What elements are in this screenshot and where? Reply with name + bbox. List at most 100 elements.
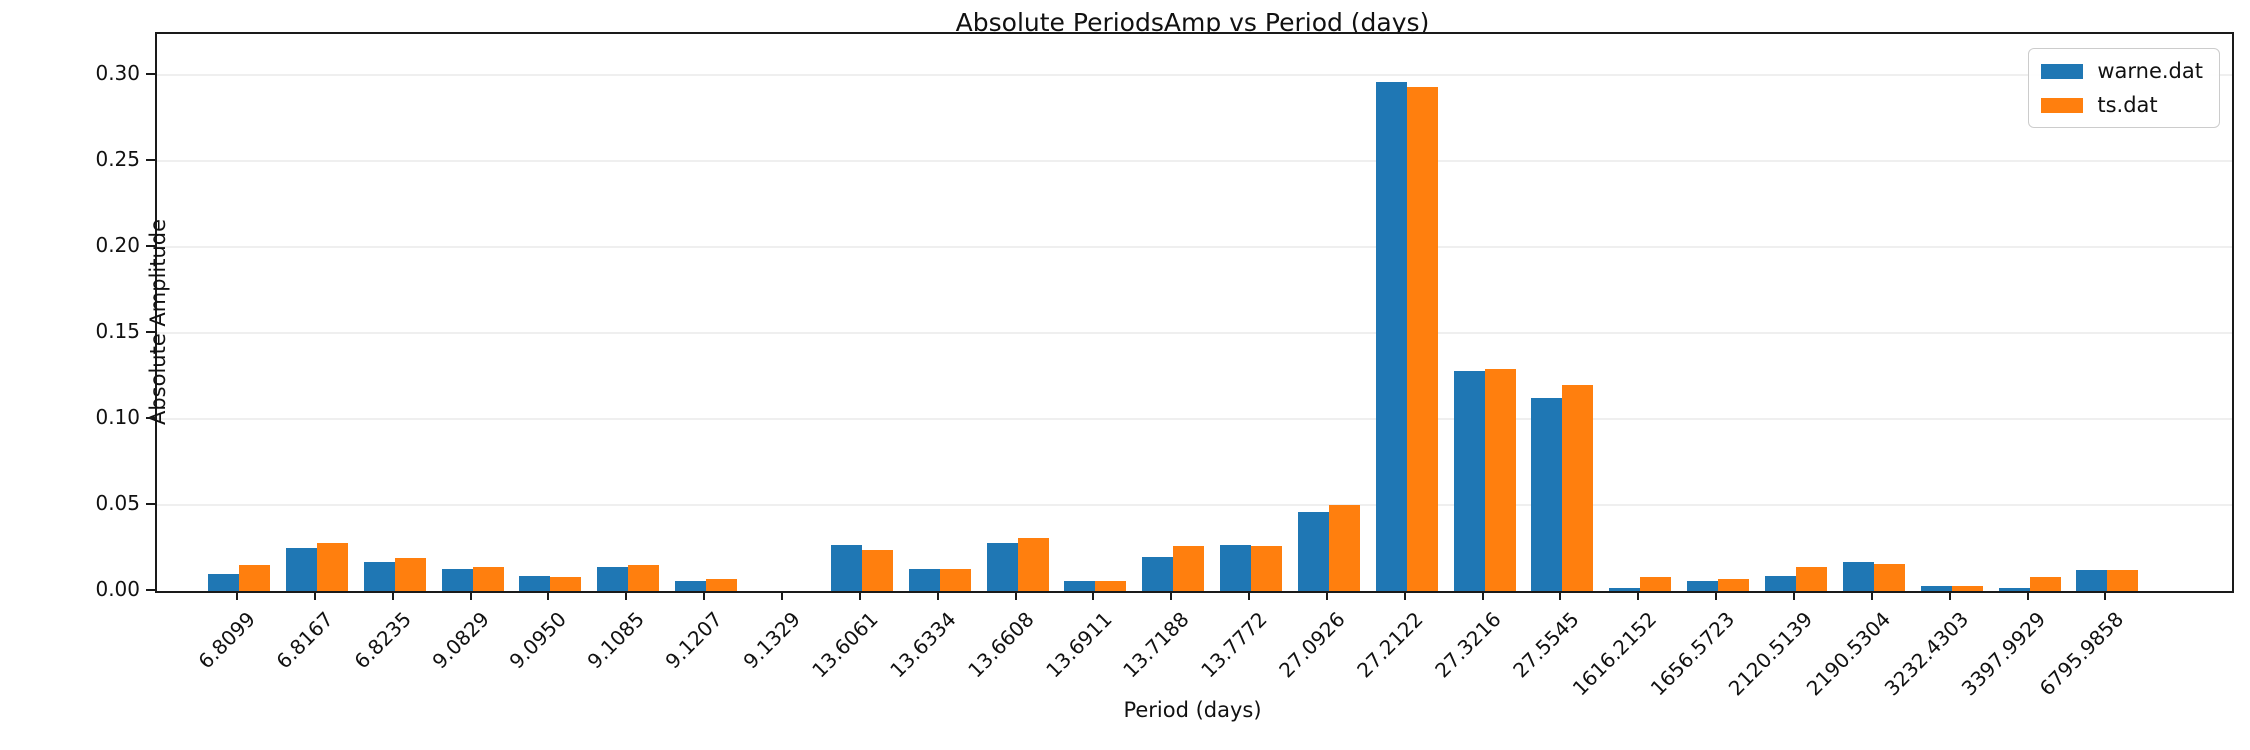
gridline <box>157 74 2232 77</box>
x-tick-label: 9.1207 <box>660 607 728 674</box>
bar-ts.dat-2190.5304 <box>1873 563 1905 591</box>
bar-ts.dat-6.8099 <box>239 565 270 591</box>
x-tick-mark <box>1715 591 1718 600</box>
x-tick-mark <box>1248 591 1251 600</box>
y-tick-label: 0.00 <box>95 577 140 601</box>
x-tick-mark <box>780 591 783 600</box>
x-tick-mark <box>936 591 939 600</box>
plot-area: warne.dat ts.dat <box>155 32 2234 593</box>
bar-warne.dat-9.1207 <box>675 580 707 591</box>
legend-label: ts.dat <box>2097 93 2158 117</box>
bar-warne.dat-3232.4303 <box>1920 585 1952 591</box>
bar-warne.dat-6795.9858 <box>2076 570 2108 591</box>
bar-warne.dat-6.8235 <box>363 561 395 591</box>
x-tick-label: 13.6911 <box>1040 607 1117 683</box>
x-tick-label: 27.3216 <box>1430 607 1506 683</box>
x-tick-label: 6.8235 <box>349 607 416 674</box>
bar-ts.dat-6.8167 <box>316 542 348 591</box>
bar-warne.dat-27.5545 <box>1531 398 1563 591</box>
bar-warne.dat-1656.5723 <box>1687 580 1719 591</box>
x-tick-label: 6.8167 <box>271 607 338 674</box>
bar-warne.dat-3397.9929 <box>1998 587 2030 591</box>
x-tick-mark <box>469 591 472 600</box>
y-tick-label: 0.20 <box>95 233 140 258</box>
y-tick-label: 0.05 <box>95 491 140 516</box>
x-tick-label: 2190.5304 <box>1801 607 1895 701</box>
x-tick-label: 27.0926 <box>1274 607 1350 683</box>
bar-ts.dat-9.0950 <box>550 577 582 591</box>
bar-ts.dat-2120.5139 <box>1796 566 1827 591</box>
y-tick-mark <box>146 73 155 76</box>
x-tick-mark <box>1325 591 1328 600</box>
bar-warne.dat-13.6911 <box>1064 580 1096 591</box>
x-tick-label: 27.2122 <box>1352 607 1428 683</box>
y-tick-mark <box>146 417 155 420</box>
y-tick-label: 0.30 <box>95 61 140 86</box>
y-tick-mark <box>146 331 155 334</box>
x-tick-mark <box>1170 591 1173 600</box>
x-tick-label: 13.6608 <box>963 607 1039 683</box>
bar-ts.dat-13.7772 <box>1251 546 1283 591</box>
bar-warne.dat-9.1085 <box>597 566 629 591</box>
bar-warne.dat-1616.2152 <box>1609 587 1641 591</box>
bar-ts.dat-6.8235 <box>394 558 426 591</box>
bar-ts.dat-13.7188 <box>1173 546 1205 591</box>
x-tick-mark <box>1793 591 1795 600</box>
bar-warne.dat-6.8167 <box>285 548 317 591</box>
x-tick-mark <box>1092 591 1095 600</box>
x-tick-mark <box>1403 591 1406 600</box>
x-tick-mark <box>1948 591 1951 600</box>
bar-warne.dat-2190.5304 <box>1842 561 1874 591</box>
bar-ts.dat-1616.2152 <box>1640 577 1672 591</box>
x-tick-label: 9.0829 <box>427 607 494 674</box>
y-tick-mark <box>146 159 155 162</box>
x-tick-label: 6795.9858 <box>2034 607 2129 701</box>
bar-ts.dat-13.6334 <box>939 568 971 591</box>
bar-warne.dat-9.0829 <box>441 568 473 591</box>
gridline <box>157 160 2232 163</box>
x-tick-label: 9.0950 <box>504 607 572 674</box>
legend-label: warne.dat <box>2097 59 2203 83</box>
x-tick-mark <box>1014 591 1017 600</box>
gridline <box>157 504 2232 507</box>
bar-warne.dat-13.7772 <box>1220 544 1252 591</box>
x-tick-mark <box>2026 591 2029 600</box>
y-tick-label: 0.25 <box>95 147 140 172</box>
gridline <box>157 246 2232 249</box>
y-axis-label: Absolute Amplitude <box>146 218 170 426</box>
x-tick-label: 2120.5139 <box>1723 607 1817 701</box>
bar-ts.dat-9.1085 <box>628 565 660 591</box>
x-tick-mark <box>2104 591 2107 600</box>
bar-ts.dat-3232.4303 <box>1951 585 1983 591</box>
bar-ts.dat-1656.5723 <box>1718 578 1750 591</box>
x-tick-mark <box>236 591 238 600</box>
bar-ts.dat-13.6608 <box>1017 537 1049 591</box>
bar-warne.dat-6.8099 <box>208 573 239 591</box>
y-tick-label: 0.15 <box>95 319 140 344</box>
x-tick-label: 1656.5723 <box>1645 607 1740 701</box>
x-tick-label: 13.7188 <box>1118 607 1195 683</box>
bar-warne.dat-13.7188 <box>1142 556 1174 591</box>
bar-ts.dat-6795.9858 <box>2107 570 2139 591</box>
bar-ts.dat-13.6911 <box>1095 580 1127 591</box>
y-tick-mark <box>146 245 155 248</box>
x-tick-label: 27.5545 <box>1507 607 1584 683</box>
x-tick-label: 13.7772 <box>1196 607 1273 683</box>
x-tick-label: 9.1329 <box>738 607 805 674</box>
legend: warne.dat ts.dat <box>2028 48 2220 128</box>
bar-warne.dat-13.6061 <box>830 544 862 591</box>
x-tick-label: 13.6334 <box>885 607 961 683</box>
bar-warne.dat-13.6608 <box>986 542 1018 591</box>
bar-ts.dat-9.1207 <box>706 578 738 591</box>
x-tick-mark <box>858 591 861 600</box>
legend-item-ts.dat: ts.dat <box>2041 93 2203 117</box>
x-tick-mark <box>1870 591 1873 600</box>
bar-warne.dat-27.3216 <box>1453 370 1485 591</box>
legend-swatch-icon <box>2041 97 2084 113</box>
bar-ts.dat-27.0926 <box>1328 505 1360 591</box>
x-tick-mark <box>547 591 550 600</box>
x-tick-label: 9.1085 <box>582 607 650 674</box>
x-tick-mark <box>391 591 394 600</box>
x-tick-mark <box>313 591 316 600</box>
